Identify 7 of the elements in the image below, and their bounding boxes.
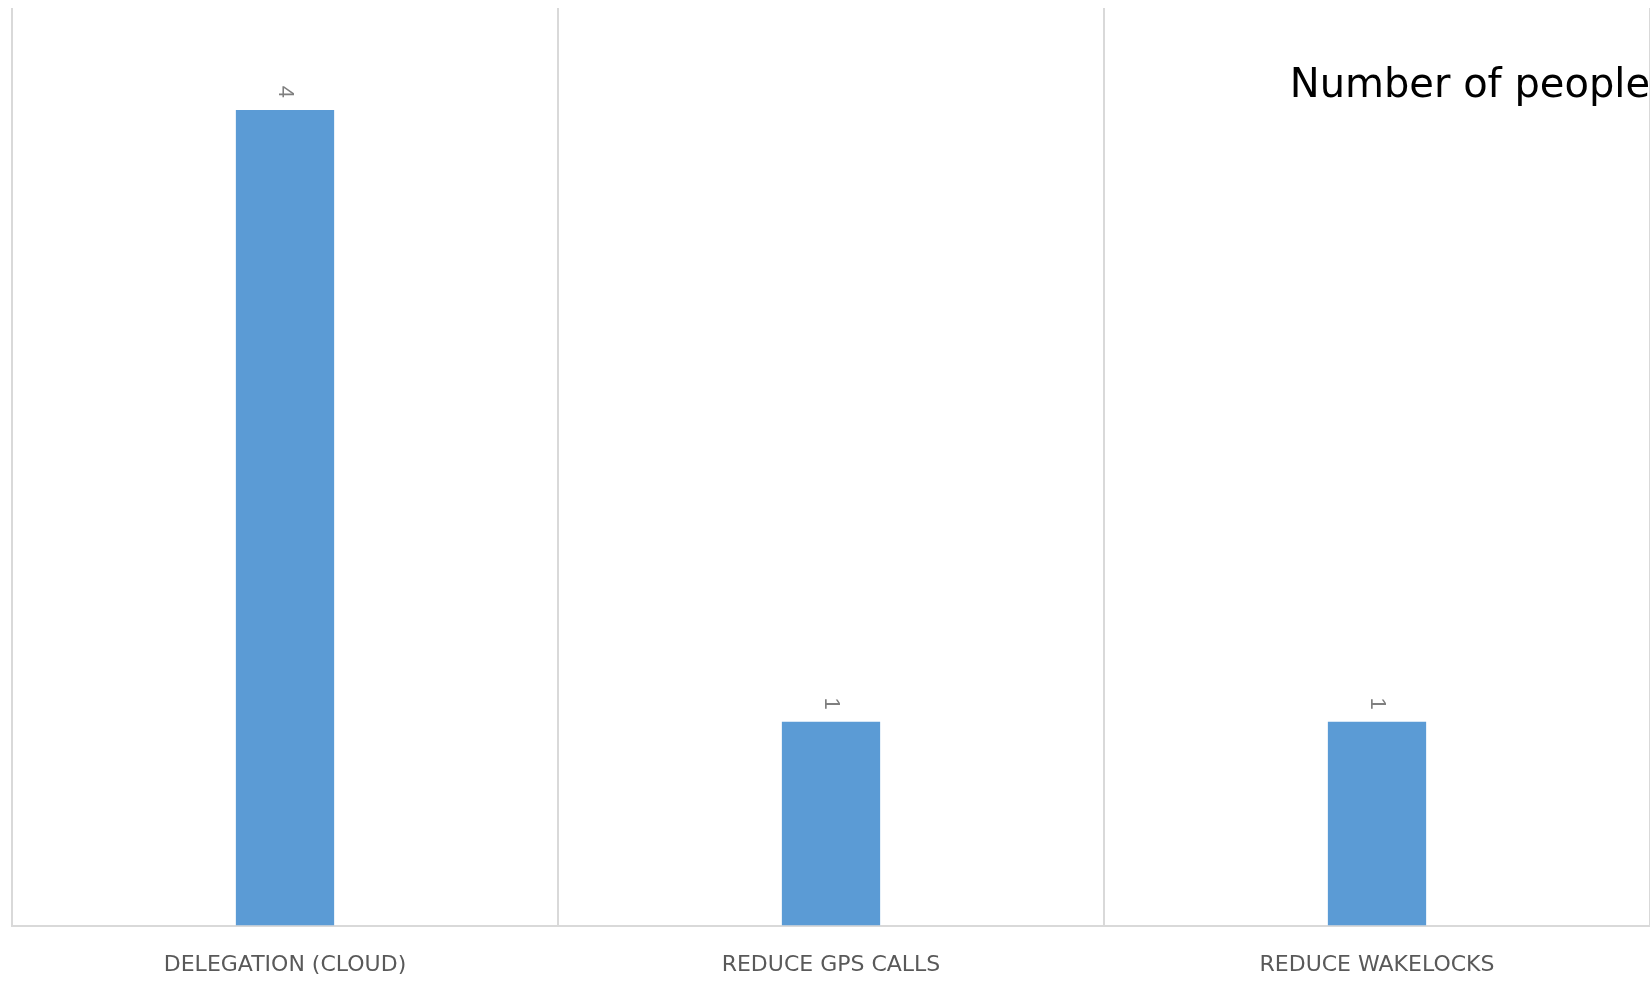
data-label: 4 <box>273 85 299 98</box>
x-tick-label: REDUCE GPS CALLS <box>721 950 941 976</box>
x-tick-label: DELEGATION (CLOUD) <box>163 950 407 976</box>
data-label: 1 <box>1365 697 1391 710</box>
x-tick-label: REDUCE WAKELOCKS <box>1259 950 1495 976</box>
annotation: Number of people <box>1289 60 1650 106</box>
data-label: 1 <box>819 697 845 710</box>
